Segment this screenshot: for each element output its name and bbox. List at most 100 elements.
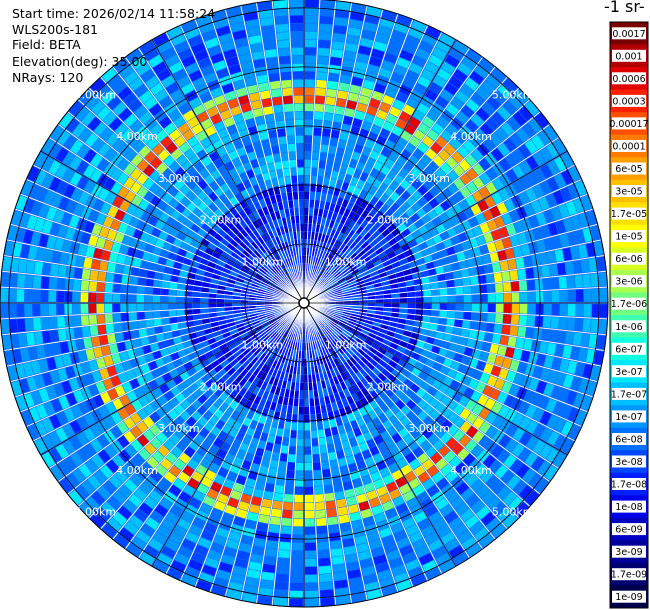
ppi-cell <box>322 469 331 478</box>
ppi-cell <box>304 151 312 160</box>
ppi-cell <box>182 465 195 477</box>
ppi-cell <box>533 266 543 278</box>
ppi-cell <box>373 478 385 489</box>
ppi-cell <box>273 444 281 453</box>
ppi-cell <box>494 216 505 228</box>
ppi-cell <box>348 504 359 514</box>
ppi-cell <box>526 172 539 186</box>
ppi-cell <box>152 450 165 463</box>
ppi-cell <box>506 116 521 131</box>
ppi-cell <box>385 198 395 208</box>
ppi-cell <box>160 296 169 303</box>
ppi-cell <box>433 390 445 401</box>
ppi-cell <box>343 149 353 159</box>
ppi-cell <box>439 303 448 310</box>
colorbar-label: 1e-07 <box>615 412 642 423</box>
ppi-cell <box>440 61 456 75</box>
ppi-cell <box>239 345 248 353</box>
ppi-cell <box>372 243 381 251</box>
ppi-cell <box>287 405 293 414</box>
ppi-cell <box>396 457 408 469</box>
ppi-cell <box>375 307 384 311</box>
ppi-cell <box>161 546 176 559</box>
ppi-cell <box>550 385 562 400</box>
ppi-cell <box>453 243 464 253</box>
ppi-cell <box>183 361 193 371</box>
ppi-cell <box>136 286 145 294</box>
ppi-cell <box>328 145 337 155</box>
ppi-cell <box>201 287 210 293</box>
ppi-cell <box>428 397 440 408</box>
ppi-cell <box>261 321 270 327</box>
ppi-cell <box>324 201 331 211</box>
ppi-cell <box>310 325 314 334</box>
ppi-cell <box>360 253 369 261</box>
ppi-cell <box>294 342 298 350</box>
ppi-cell <box>319 16 333 25</box>
ppi-cell <box>526 315 536 327</box>
ppi-cell <box>246 410 255 420</box>
ppi-cell <box>21 410 34 426</box>
ppi-cell <box>280 152 289 161</box>
ppi-cell <box>329 532 341 542</box>
ppi-cell <box>213 330 222 337</box>
ppi-cell <box>361 387 370 397</box>
ppi-cell <box>538 196 550 211</box>
ppi-cell <box>216 303 225 308</box>
ppi-cell <box>476 86 491 101</box>
ppi-cell <box>481 80 496 95</box>
ppi-cell <box>420 381 431 392</box>
ppi-cell <box>304 438 311 447</box>
ppi-cell <box>262 563 276 573</box>
range-label: 1.00km <box>325 255 367 268</box>
ppi-cell <box>486 242 497 253</box>
ppi-cell <box>217 315 226 321</box>
ppi-cell <box>337 251 344 260</box>
ppi-cell <box>252 336 261 343</box>
ppi-cell <box>494 355 505 367</box>
ppi-cell <box>392 451 404 462</box>
ppi-cell <box>369 400 379 410</box>
ppi-cell <box>387 426 398 437</box>
ppi-cell <box>383 303 392 308</box>
ppi-cell <box>566 275 576 289</box>
ppi-cell <box>112 398 124 410</box>
ppi-cell <box>329 332 336 340</box>
ppi-cell <box>130 439 143 452</box>
ppi-cell <box>599 288 608 302</box>
ppi-cell <box>381 584 397 596</box>
ppi-cell <box>186 416 197 427</box>
ppi-cell <box>399 483 411 495</box>
elevation-label: Elevation(deg): 35.00 <box>12 54 148 69</box>
ppi-cell <box>83 427 96 442</box>
ppi-cell <box>96 293 105 303</box>
ppi-cell <box>497 449 511 463</box>
ppi-cell <box>275 370 282 379</box>
ppi-cell <box>208 393 218 404</box>
ppi-cell <box>287 340 292 349</box>
ppi-cell <box>451 335 460 344</box>
ppi-cell <box>391 288 399 294</box>
ppi-cell <box>297 159 304 168</box>
ppi-cell <box>506 370 517 383</box>
ppi-cell <box>453 191 465 203</box>
ppi-cell <box>200 340 209 348</box>
ppi-cell <box>210 508 223 519</box>
ppi-cell <box>416 422 428 433</box>
ppi-cell <box>305 558 317 567</box>
ppi-cell <box>323 420 330 429</box>
ppi-cell <box>305 582 318 591</box>
ppi-cell <box>332 340 339 348</box>
ppi-cell <box>321 270 328 277</box>
ppi-cell <box>446 227 457 238</box>
ppi-cell <box>134 508 148 522</box>
ppi-cell <box>343 388 351 398</box>
ppi-cell <box>336 337 344 345</box>
ppi-cell <box>325 161 334 170</box>
ppi-cell <box>369 428 380 438</box>
ppi-cell <box>401 263 410 271</box>
ppi-cell <box>144 371 154 382</box>
ppi-cell <box>522 123 536 138</box>
ppi-cell <box>278 362 284 371</box>
ppi-cell <box>398 167 409 179</box>
